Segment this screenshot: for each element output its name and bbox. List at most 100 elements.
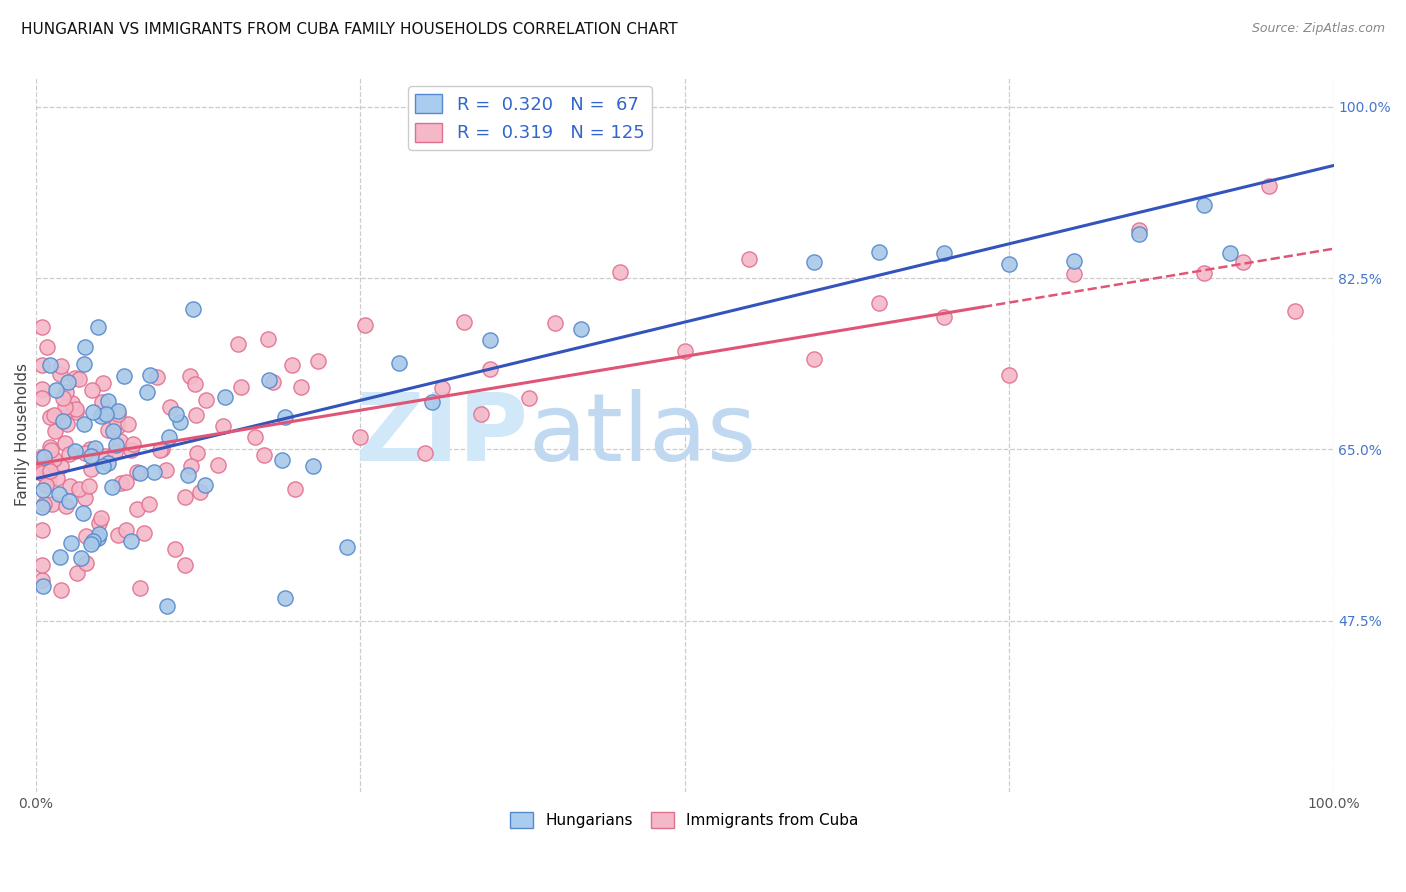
Point (75, 556, 97, 570)
Point (453, 315, 475, 329)
Point (80, 449, 103, 463)
Point (41, 443, 63, 458)
Point (69, 551, 91, 566)
Point (31, 463, 53, 477)
Point (129, 582, 152, 596)
Point (31, 392, 53, 406)
Point (932, 310, 955, 324)
Point (156, 599, 179, 613)
Point (181, 302, 204, 317)
Point (77, 479, 100, 493)
Point (262, 375, 284, 389)
Point (97, 423, 120, 437)
Point (226, 337, 249, 351)
Point (1128, 223, 1150, 237)
Point (82, 405, 104, 419)
Point (38, 473, 60, 487)
Point (420, 395, 443, 409)
Point (107, 404, 129, 418)
Point (517, 391, 540, 405)
Point (90, 409, 112, 424)
Text: Source: ZipAtlas.com: Source: ZipAtlas.com (1251, 22, 1385, 36)
Point (1128, 227, 1150, 241)
Point (868, 244, 890, 259)
Point (56, 375, 79, 389)
Point (176, 467, 198, 482)
Point (243, 430, 266, 444)
Point (63, 443, 86, 458)
Point (159, 400, 181, 414)
Point (44, 409, 66, 423)
Point (105, 419, 128, 434)
Point (34, 477, 56, 491)
Point (58, 447, 80, 461)
Point (290, 380, 312, 394)
Point (229, 379, 252, 393)
Point (998, 368, 1021, 383)
Point (66, 566, 89, 580)
Point (87, 516, 110, 531)
Point (38, 464, 60, 478)
Point (174, 558, 197, 572)
Point (803, 255, 825, 269)
Point (42, 452, 65, 467)
Point (478, 334, 501, 348)
Point (44, 424, 66, 438)
Point (673, 344, 696, 359)
Point (31, 466, 53, 480)
Point (211, 418, 233, 433)
Point (52, 414, 75, 428)
Point (432, 381, 454, 395)
Point (284, 483, 307, 497)
Point (82, 533, 104, 548)
Point (270, 453, 292, 467)
Point (97, 394, 120, 409)
Point (1232, 255, 1254, 269)
Text: atlas: atlas (529, 389, 756, 481)
Point (1284, 304, 1306, 318)
Point (37, 339, 59, 353)
Point (53, 409, 76, 424)
Point (65, 401, 87, 416)
Point (207, 458, 229, 473)
Point (32, 579, 55, 593)
Point (55, 499, 77, 513)
Point (53, 436, 76, 450)
Point (138, 497, 160, 511)
Point (155, 462, 177, 476)
Point (139, 368, 162, 382)
Point (31, 524, 53, 538)
Point (49, 458, 72, 473)
Point (80, 462, 103, 476)
Point (738, 252, 761, 266)
Point (1063, 254, 1085, 268)
Point (65, 405, 87, 419)
Point (94, 449, 117, 463)
Point (114, 523, 136, 537)
Point (1257, 179, 1279, 194)
Point (1219, 245, 1241, 260)
Point (129, 466, 152, 480)
Point (55, 384, 77, 399)
Point (1192, 198, 1215, 212)
Text: ZIP: ZIP (356, 389, 529, 481)
Point (39, 409, 62, 424)
Point (214, 390, 236, 404)
Point (146, 370, 169, 384)
Point (60, 396, 83, 410)
Point (165, 407, 187, 421)
Point (932, 245, 955, 260)
Point (120, 534, 142, 549)
Point (179, 369, 201, 384)
Point (121, 437, 143, 451)
Point (307, 353, 329, 368)
Point (180, 459, 202, 474)
Point (107, 527, 129, 541)
Point (89, 527, 111, 541)
Point (67, 372, 90, 386)
Point (108, 434, 131, 449)
Point (388, 356, 411, 370)
Point (135, 385, 157, 400)
Point (142, 466, 165, 480)
Point (101, 480, 124, 494)
